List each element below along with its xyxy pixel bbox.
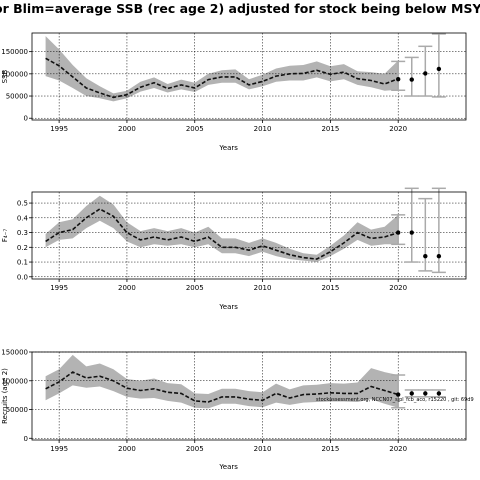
forecast-point <box>395 230 401 235</box>
x-tick-label: 2010 <box>254 445 272 453</box>
panel-recruits: 1995 2000 2005 2010 2015 2020 0 50000 100000 1500… <box>1 349 467 471</box>
forecast-point <box>423 391 428 396</box>
forecast-point <box>436 391 442 396</box>
forecast-point <box>395 392 401 397</box>
x-tick-label: 1995 <box>50 284 68 292</box>
x-tick-label: 2005 <box>186 284 204 292</box>
plot-frame <box>31 351 467 441</box>
x-tick-label: 2020 <box>389 445 407 453</box>
estimate-line <box>45 371 399 403</box>
forecast-point <box>436 66 442 72</box>
y-tick-label: 0.2 <box>17 244 28 252</box>
x-tick-label: 2015 <box>321 125 339 133</box>
confidence-band <box>45 195 399 262</box>
x-tick-label: 2000 <box>118 284 136 292</box>
chart-title: or Blim=average SSB (rec age 2) adjusted… <box>0 1 480 16</box>
x-tick-label: 2005 <box>186 445 204 453</box>
x-tick-label: 2020 <box>389 125 407 133</box>
plot-frame <box>31 191 467 280</box>
x-tick-label: 2015 <box>321 284 339 292</box>
y-tick-label: 100000 <box>1 377 28 385</box>
estimate-line <box>45 208 399 260</box>
x-tick-label: 1995 <box>50 125 68 133</box>
estimate-line <box>45 57 399 99</box>
stockassessment-note: stockassessment.org, NCCN07_sjpl_fcb_aco… <box>316 397 474 403</box>
forecast-point <box>423 71 428 76</box>
y-tick-label: 0.4 <box>17 214 29 222</box>
confidence-band <box>45 36 399 102</box>
panel-ssb: 1995 2000 2005 2010 2015 2020 0 50000 100000 1500… <box>1 32 467 152</box>
x-tick-label: 2015 <box>321 445 339 453</box>
y-tick-label: 150000 <box>1 349 28 357</box>
forecast-point <box>409 391 414 396</box>
y-tick-label: 0 <box>24 435 28 443</box>
x-tick-label: 2020 <box>389 284 407 292</box>
x-tick-label: 2000 <box>118 125 136 133</box>
y-axis-label: Recruits (age 2) <box>1 368 9 424</box>
y-tick-label: 50000 <box>6 93 28 101</box>
x-tick-label: 2010 <box>254 125 272 133</box>
forecast-point <box>436 253 442 259</box>
y-axis-label: F₄₋₇ <box>1 229 9 243</box>
y-tick-label: 150000 <box>1 48 28 56</box>
x-tick-label: 2010 <box>254 284 272 292</box>
forecast-point <box>409 230 414 235</box>
y-tick-label: 0.1 <box>17 259 28 267</box>
plot-frame <box>31 32 467 121</box>
x-axis-label: Years <box>218 463 238 471</box>
y-tick-label: 0.5 <box>17 200 28 208</box>
x-axis-label: Years <box>218 303 238 311</box>
y-tick-label: 100000 <box>1 70 28 78</box>
x-tick-label: 2000 <box>118 445 136 453</box>
x-axis-label: Years <box>218 144 238 152</box>
x-tick-label: 2005 <box>186 125 204 133</box>
forecast-point <box>423 253 428 259</box>
forecast-point <box>395 76 401 82</box>
y-tick-label: 0.0 <box>17 273 28 281</box>
y-tick-label: 0 <box>24 115 28 123</box>
panel-fbar: 1995 2000 2005 2010 2015 2020 0.0 0.1 0.2 0.3 0.4 0… <box>1 187 467 311</box>
y-tick-label: 0.3 <box>17 229 28 237</box>
y-axis-label: SSB <box>1 69 9 83</box>
forecast-point <box>409 77 414 82</box>
y-tick-label: 50000 <box>6 406 28 414</box>
x-tick-label: 1995 <box>50 445 68 453</box>
